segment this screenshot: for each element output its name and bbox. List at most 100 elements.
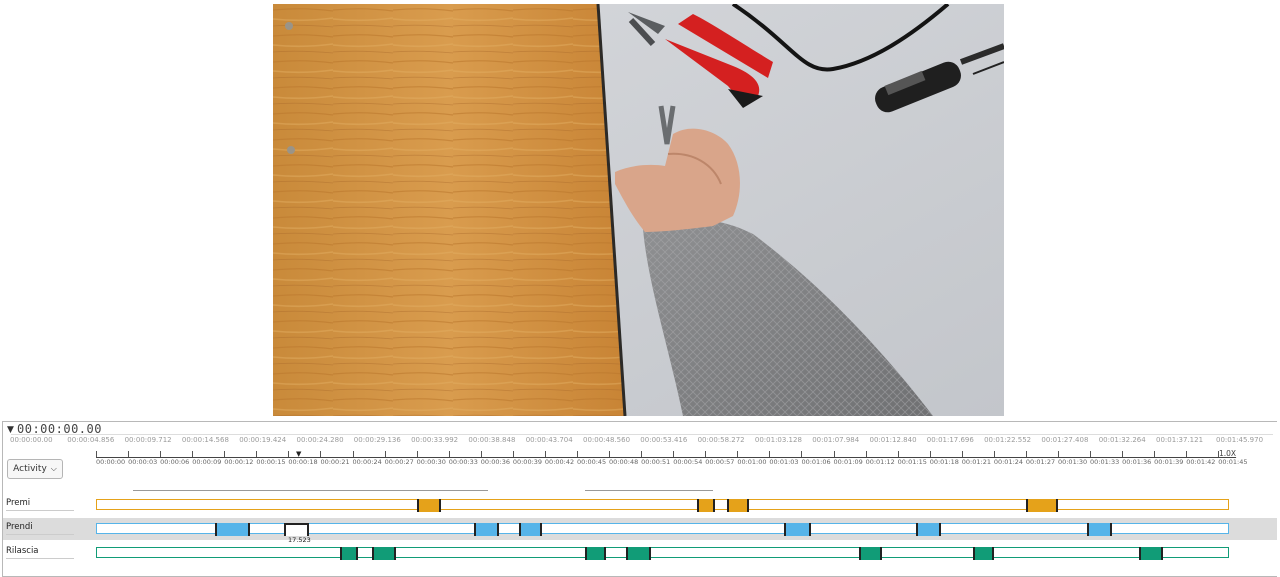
top-ruler[interactable]: 00:00:00.00 00:00:04.856 00:00:09.712 00:00… bbox=[9, 436, 1279, 448]
bottom-ruler-tick: 00:01:00 bbox=[737, 451, 767, 466]
bottom-ruler-tick: 00:00:45 bbox=[576, 451, 607, 466]
annotation-segment[interactable] bbox=[371, 547, 397, 560]
bottom-ruler-tick: 00:00:15 bbox=[256, 451, 286, 466]
bottom-ruler-tick: 00:00:09 bbox=[192, 451, 222, 466]
segment-duration-label: 17.523 bbox=[288, 536, 311, 544]
track-label: Prendi bbox=[6, 522, 74, 535]
annotation-segment[interactable] bbox=[416, 499, 442, 512]
annotation-segment[interactable] bbox=[585, 547, 606, 560]
bottom-ruler-tick: 00:00:21 bbox=[320, 451, 350, 466]
annotation-segment[interactable] bbox=[973, 547, 994, 560]
annotation-segment[interactable] bbox=[626, 547, 651, 560]
top-ruler-tick: 00:00:19.424 bbox=[239, 436, 287, 444]
top-ruler-tick: 00:01:45.970 bbox=[1216, 436, 1264, 444]
annotation-segment[interactable] bbox=[1025, 499, 1058, 512]
annotation-segment[interactable] bbox=[214, 523, 250, 536]
bottom-ruler-tick: 00:00:12 bbox=[224, 451, 254, 466]
top-ruler-tick: 00:01:03.128 bbox=[754, 436, 802, 444]
annotation-segment[interactable] bbox=[696, 499, 715, 512]
preview-strip bbox=[133, 488, 488, 493]
track-bar[interactable]: 17.523 bbox=[96, 523, 1229, 544]
track-row-rilascia[interactable]: Rilascia bbox=[3, 542, 1277, 564]
track-bar[interactable] bbox=[96, 499, 1229, 512]
annotation-segment[interactable] bbox=[726, 499, 749, 512]
annotation-segment[interactable] bbox=[339, 547, 358, 560]
video-frame bbox=[273, 4, 1004, 416]
bottom-ruler-tick: 00:01:06 bbox=[801, 451, 831, 466]
bottom-ruler-tick: 00:01:21 bbox=[961, 451, 991, 466]
top-ruler-tick: 00:00:09.712 bbox=[124, 436, 172, 444]
annotation-segment[interactable] bbox=[1086, 523, 1113, 536]
annotation-segment[interactable] bbox=[474, 523, 499, 536]
bottom-ruler-tick: 00:00:54 bbox=[673, 451, 703, 466]
bottom-ruler-tick: 00:01:18 bbox=[929, 451, 959, 466]
bottom-ruler-tick: 00:01:03 bbox=[769, 451, 799, 466]
bottom-ruler-tick: 00:00:00 bbox=[96, 451, 126, 466]
top-ruler-tick: 00:00:53.416 bbox=[640, 436, 688, 444]
annotation-segment[interactable] bbox=[1139, 547, 1163, 560]
bottom-ruler-tick: 00:00:42 bbox=[544, 451, 575, 466]
top-ruler-tick: 00:01:12.840 bbox=[869, 436, 917, 444]
track-label: Rilascia bbox=[6, 546, 74, 559]
bottom-ruler[interactable]: 00:00:00 00:00:03 00:00:06 00:00:09 00:00:12… bbox=[96, 451, 1248, 471]
top-ruler-tick: 00:01:32.264 bbox=[1098, 436, 1146, 444]
top-ruler-tick: 00:01:27.408 bbox=[1041, 436, 1089, 444]
annotation-segment[interactable] bbox=[859, 547, 882, 560]
top-ruler-tick: 00:00:24.280 bbox=[296, 436, 344, 444]
bottom-ruler-tick: 00:00:57 bbox=[705, 451, 735, 466]
preview-strip bbox=[585, 488, 713, 493]
bottom-ruler-tick: 00:01:45 bbox=[1218, 451, 1248, 466]
top-ruler-tick: 00:00:43.704 bbox=[525, 436, 573, 444]
track-bar[interactable] bbox=[96, 547, 1229, 560]
top-ruler-tick: 00:00:29.136 bbox=[353, 436, 401, 444]
bottom-ruler-tick: 00:01:42 bbox=[1186, 451, 1216, 466]
top-ruler-tick: 00:00:48.560 bbox=[583, 436, 631, 444]
track-label: Premi bbox=[6, 498, 74, 511]
top-ruler-tick: 00:01:37.121 bbox=[1156, 436, 1204, 444]
track-row-prendi[interactable]: Prendi 17.523 bbox=[3, 518, 1277, 544]
collapse-toggle[interactable]: ▼ bbox=[7, 425, 14, 435]
track-row-premi[interactable]: Premi bbox=[3, 494, 1277, 516]
bottom-ruler-tick: 00:01:27 bbox=[1025, 451, 1056, 466]
bottom-ruler-tick: 00:00:06 bbox=[160, 451, 190, 466]
top-ruler-tick: 00:01:07.984 bbox=[812, 436, 860, 444]
top-ruler-line bbox=[11, 434, 1273, 435]
bottom-ruler-tick: 00:01:33 bbox=[1090, 451, 1120, 466]
bottom-ruler-tick: 00:00:51 bbox=[641, 451, 671, 466]
top-ruler-tick: 00:01:22.552 bbox=[984, 436, 1032, 444]
activity-dropdown-button[interactable]: Activity ⌵ bbox=[7, 459, 63, 479]
bottom-ruler-tick: 00:00:27 bbox=[384, 451, 414, 466]
bottom-ruler-tick: 00:00:03 bbox=[128, 451, 158, 466]
top-ruler-tick: 00:00:38.848 bbox=[468, 436, 516, 444]
bottom-ruler-tick: 00:01:12 bbox=[865, 451, 895, 466]
bottom-ruler-tick: 00:01:09 bbox=[833, 451, 863, 466]
playhead-marker[interactable]: ▼ bbox=[296, 450, 302, 458]
bottom-ruler-tick: 00:01:24 bbox=[993, 451, 1024, 466]
zoom-level[interactable]: 1.0X bbox=[1219, 449, 1237, 458]
current-timecode: 00:00:00.00 bbox=[17, 422, 102, 436]
bottom-ruler-tick: 00:00:33 bbox=[448, 451, 478, 466]
bottom-ruler-tick: 00:00:39 bbox=[512, 451, 543, 466]
top-ruler-tick: 00:01:17.696 bbox=[926, 436, 974, 444]
bottom-ruler-tick: 00:00:48 bbox=[609, 451, 639, 466]
annotation-segment[interactable] bbox=[519, 523, 542, 536]
annotation-segment[interactable]: 17.523 bbox=[284, 523, 311, 544]
annotation-panel: ▼ 00:00:00.00 00:00:00.00 00:00:04.856 00:… bbox=[2, 421, 1277, 577]
top-ruler-tick: 00:00:14.568 bbox=[181, 436, 229, 444]
bottom-ruler-tick: 00:01:36 bbox=[1122, 451, 1152, 466]
annotation-segment[interactable] bbox=[784, 523, 811, 536]
bottom-ruler-tick: 00:00:30 bbox=[416, 451, 446, 466]
bottom-ruler-tick: 00:01:15 bbox=[897, 451, 927, 466]
activity-button-label: Activity bbox=[13, 464, 47, 474]
bottom-ruler-tick: 00:01:30 bbox=[1057, 451, 1088, 466]
bottom-ruler-tick: 00:01:39 bbox=[1154, 451, 1184, 466]
bottom-ruler-tick: 00:00:24 bbox=[352, 451, 382, 466]
top-ruler-tick: 00:00:00.00 bbox=[10, 436, 53, 444]
bottom-ruler-tick: 00:00:36 bbox=[480, 451, 510, 466]
bottom-ruler-line bbox=[96, 457, 1231, 458]
bottom-ruler-tick: 00:00:18 bbox=[288, 451, 318, 466]
top-ruler-tick: 00:00:58.272 bbox=[697, 436, 745, 444]
top-ruler-tick: 00:00:04.856 bbox=[67, 436, 115, 444]
video-image bbox=[273, 4, 1004, 416]
annotation-segment[interactable] bbox=[915, 523, 942, 536]
